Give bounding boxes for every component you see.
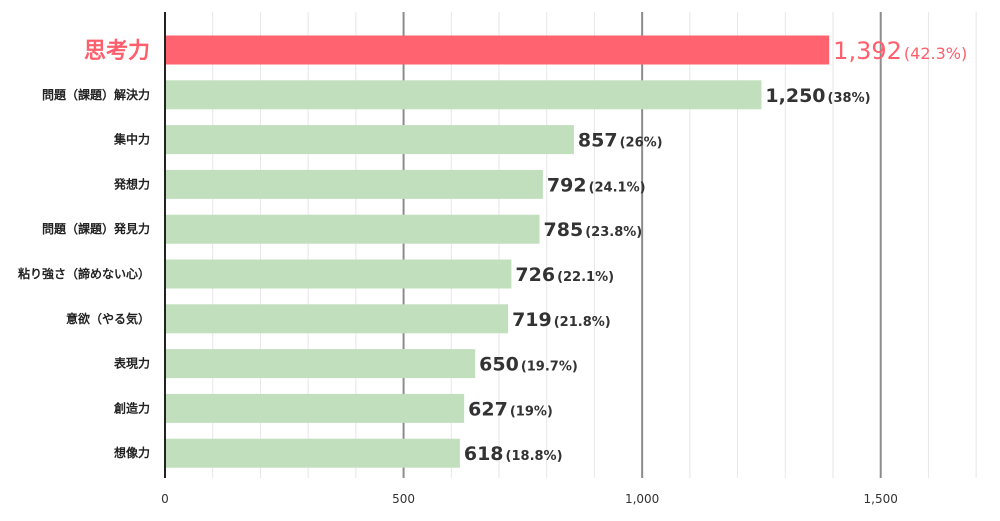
x-tick-label: 0 [161, 492, 169, 506]
value-percent: (42.3%) [904, 44, 967, 63]
value-number: 1,392 [833, 37, 902, 65]
category-label: 問題（課題）解決力 [42, 87, 150, 102]
value-number: 618 [464, 443, 504, 465]
value-percent: (23.8%) [585, 225, 642, 240]
category-label: 創造力 [113, 400, 150, 415]
value-label: 719 (21.8%) [512, 309, 611, 331]
value-label: 650 (19.7%) [479, 354, 578, 376]
value-number: 857 [578, 130, 618, 152]
bar [166, 259, 512, 289]
value-percent: (22.1%) [557, 270, 614, 285]
value-percent: (24.1%) [589, 180, 646, 195]
value-percent: (26%) [620, 136, 663, 151]
category-label: 発想力 [113, 176, 150, 191]
bar [166, 438, 460, 468]
value-label: 627 (19%) [468, 398, 553, 420]
bar [166, 393, 465, 423]
x-tick-label: 1,500 [864, 492, 898, 506]
bar [166, 214, 540, 244]
category-label: 思考力 [84, 39, 150, 64]
bar [166, 304, 509, 334]
category-label: 表現力 [113, 356, 150, 371]
category-label: 意欲（やる気） [66, 311, 150, 326]
value-label: 1,250 (38%) [765, 85, 870, 107]
value-percent: (21.8%) [554, 315, 611, 330]
value-label: 1,392 (42.3%) [833, 37, 967, 65]
value-number: 650 [479, 354, 519, 376]
value-labels: 1,392 (42.3%) 1,250 (38%) 857 (26%) 792 (24.1%)… [464, 37, 967, 465]
value-percent: (19.7%) [521, 360, 578, 375]
value-label: 618 (18.8%) [464, 443, 563, 465]
value-label: 857 (26%) [578, 130, 663, 152]
x-axis-ticks: 0 500 1,000 1,500 [161, 492, 898, 506]
value-percent: (19%) [510, 404, 553, 419]
category-label: 問題（課題）発見力 [42, 221, 150, 236]
category-label: 集中力 [113, 132, 150, 147]
bar [166, 80, 762, 110]
category-label: 粘り強さ（諦めない心） [18, 266, 150, 281]
category-label: 想像力 [113, 445, 150, 460]
bar [166, 35, 830, 65]
value-number: 726 [515, 264, 555, 286]
x-tick-label: 1,000 [625, 492, 659, 506]
value-number: 719 [512, 309, 552, 331]
value-percent: (38%) [828, 91, 871, 106]
value-label: 785 (23.8%) [544, 219, 643, 241]
value-percent: (18.8%) [506, 449, 563, 464]
bar [166, 169, 543, 199]
value-number: 627 [468, 398, 508, 420]
value-number: 785 [544, 219, 584, 241]
value-number: 792 [547, 174, 587, 196]
bar [166, 349, 476, 379]
bar [166, 125, 574, 155]
x-tick-label: 500 [392, 492, 415, 506]
value-number: 1,250 [765, 85, 825, 107]
value-label: 726 (22.1%) [515, 264, 614, 286]
value-label: 792 (24.1%) [547, 174, 646, 196]
bars [166, 35, 830, 468]
